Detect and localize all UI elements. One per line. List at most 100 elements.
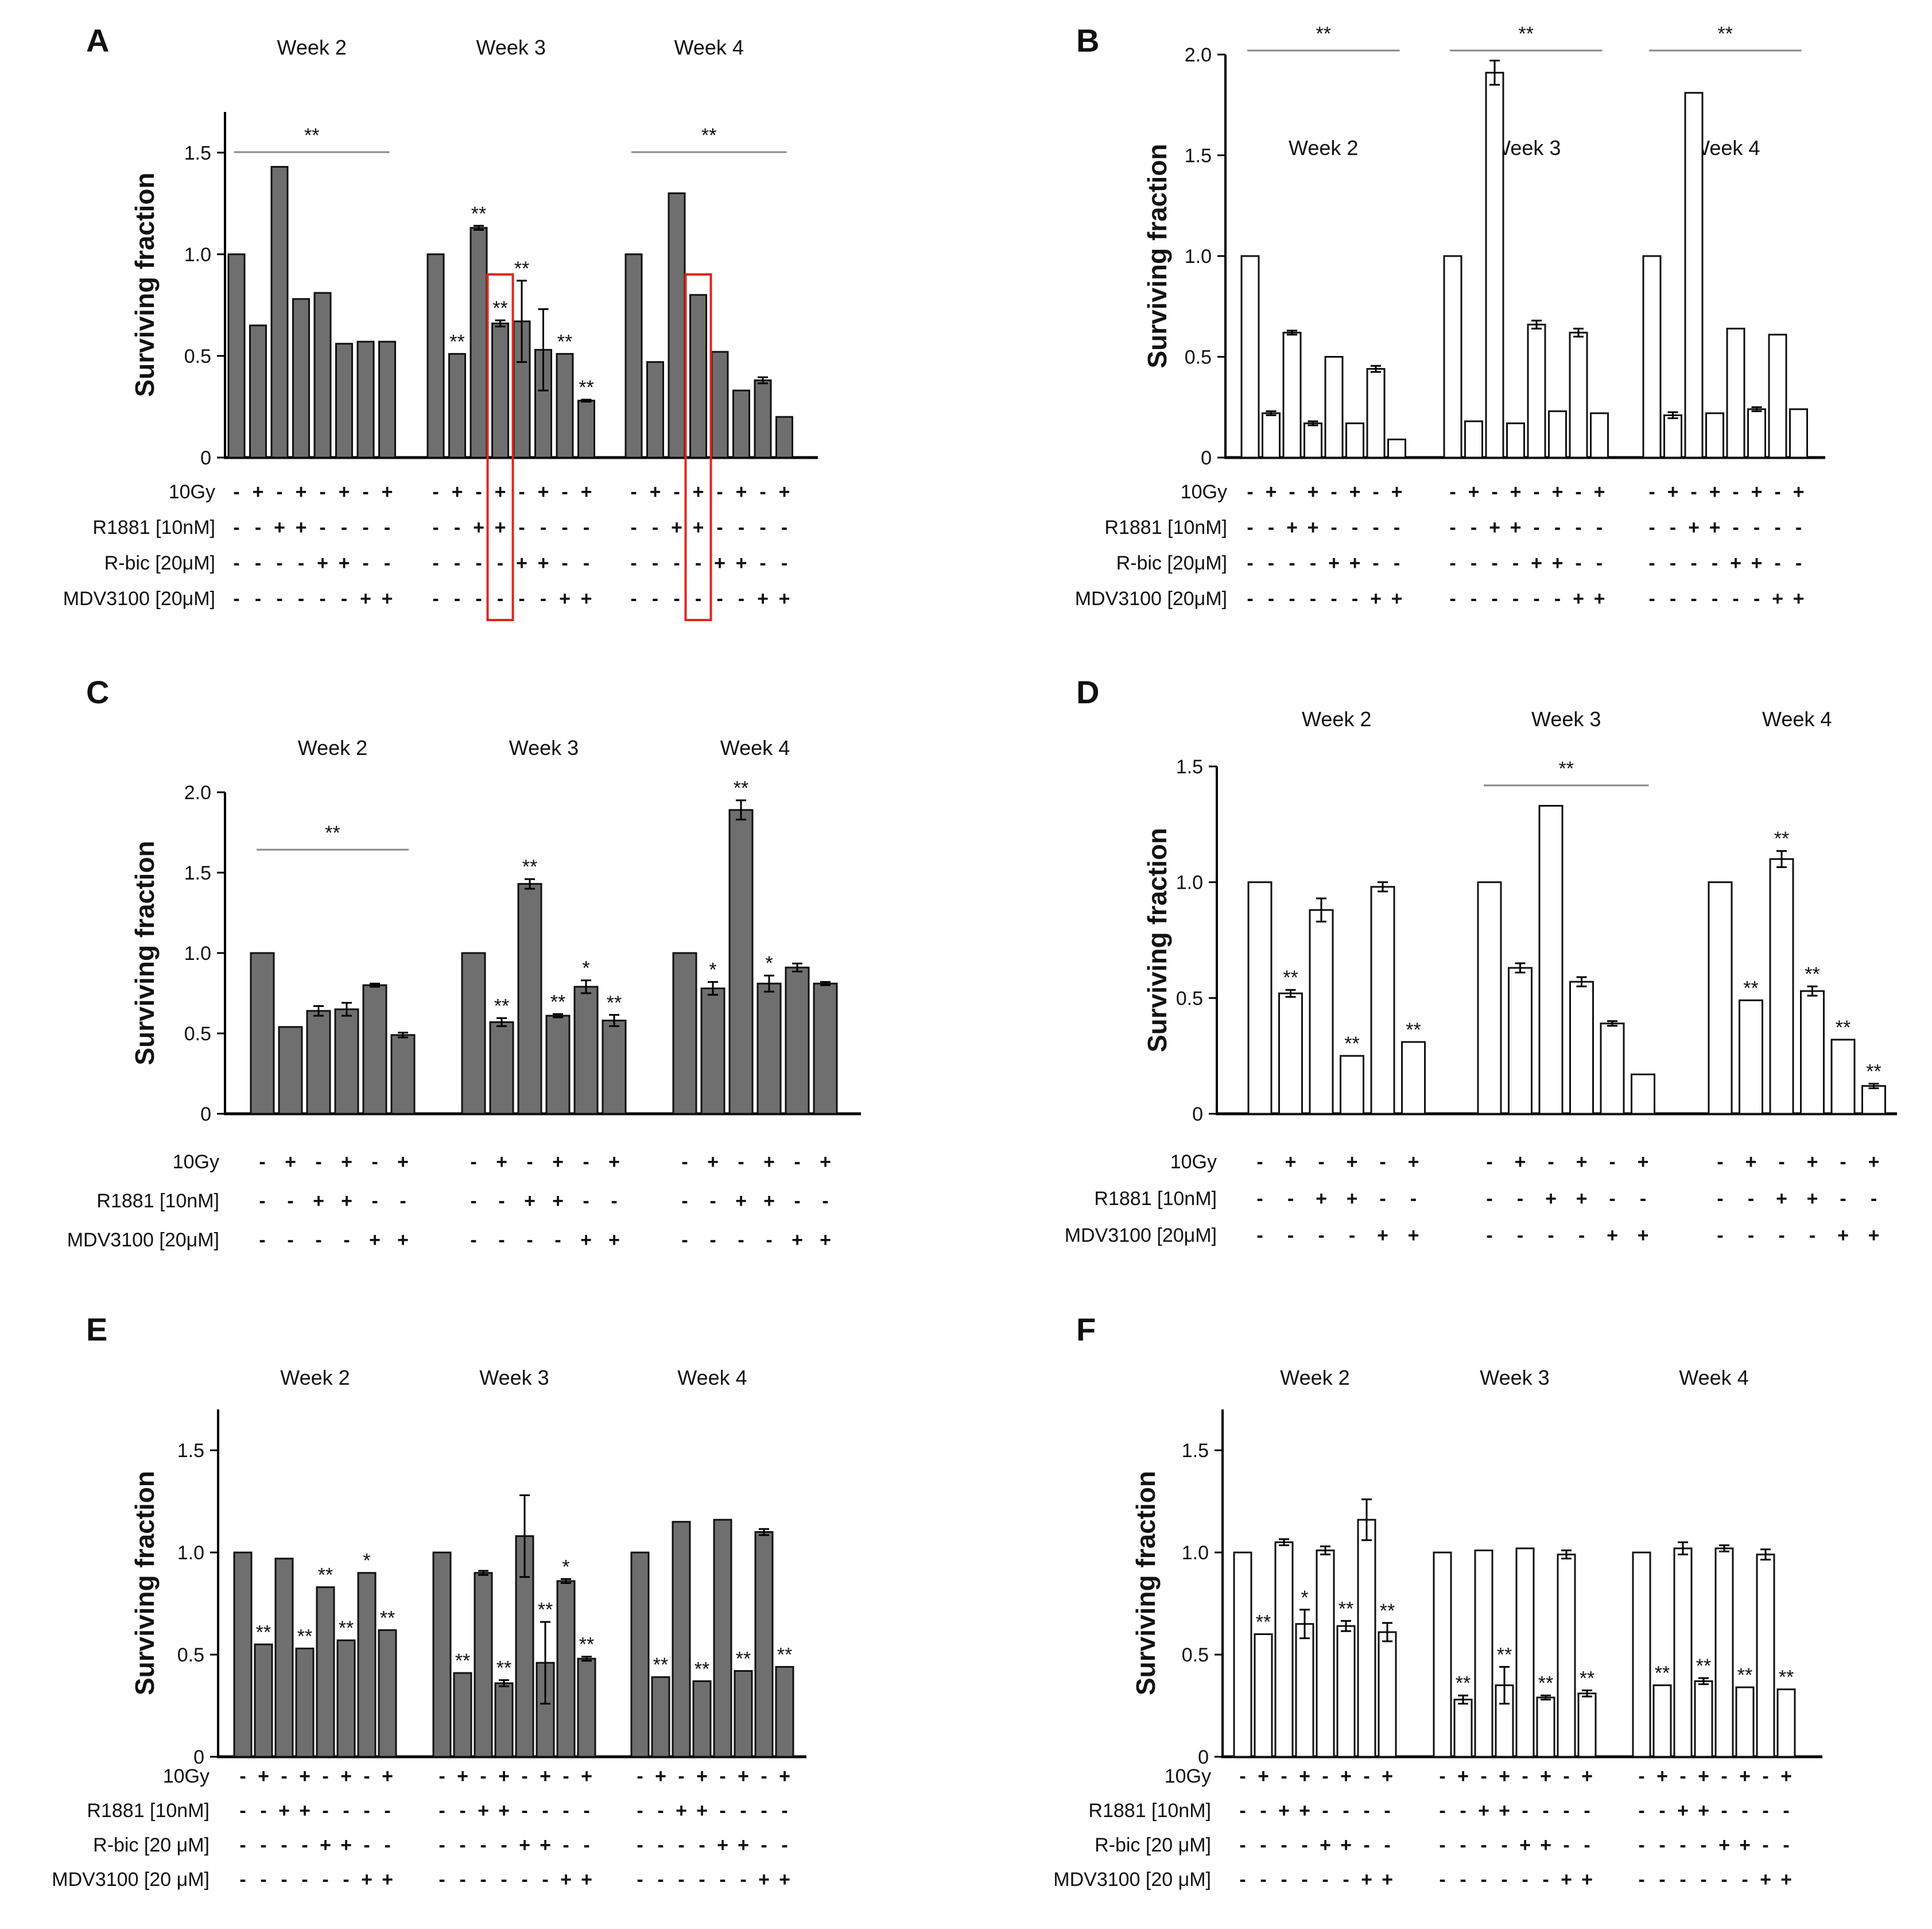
treatment-sign: - bbox=[678, 1834, 684, 1856]
treatment-sign: - bbox=[716, 517, 723, 539]
treatment-sign: - bbox=[1363, 1765, 1370, 1787]
treatment-sign: - bbox=[439, 1834, 445, 1856]
bar bbox=[453, 1672, 472, 1758]
week-label: Week 2 bbox=[280, 1366, 350, 1389]
treatment-sign: - bbox=[1778, 1151, 1784, 1173]
treatment-sign: - bbox=[630, 481, 637, 503]
treatment-sign: + bbox=[382, 1869, 393, 1891]
treatment-sign: - bbox=[363, 1834, 370, 1856]
bar bbox=[357, 1572, 377, 1758]
significance-label: ** bbox=[1559, 758, 1574, 780]
treatment-sign: - bbox=[583, 1190, 589, 1212]
bar bbox=[732, 389, 750, 459]
bar bbox=[1387, 438, 1406, 459]
treatment-sign: - bbox=[233, 552, 239, 574]
significance-label: ** bbox=[522, 856, 537, 878]
treatment-sign: + bbox=[317, 552, 328, 574]
treatment-label: R1881 [10nM] bbox=[1094, 1188, 1217, 1210]
treatment-sign: - bbox=[1460, 1800, 1466, 1822]
treatment-sign: - bbox=[1575, 552, 1581, 574]
treatment-sign: - bbox=[1287, 1188, 1294, 1210]
treatment-sign: - bbox=[1840, 1151, 1846, 1173]
treatment-sign: - bbox=[1638, 1800, 1644, 1822]
treatment-sign: - bbox=[1310, 552, 1316, 574]
treatment-sign: - bbox=[1762, 1765, 1768, 1787]
treatment-sign: - bbox=[315, 1151, 321, 1173]
bar bbox=[292, 298, 310, 459]
treatment-sign: - bbox=[1486, 1188, 1492, 1210]
treatment-sign: - bbox=[1287, 1225, 1294, 1246]
bar bbox=[545, 1014, 571, 1115]
bar bbox=[1485, 72, 1504, 459]
treatment-sign: - bbox=[1640, 1188, 1646, 1210]
bar bbox=[1443, 255, 1462, 459]
treatment-sign: + bbox=[1594, 481, 1605, 503]
treatment-sign: + bbox=[1320, 1834, 1331, 1856]
treatment-sign: - bbox=[343, 1229, 350, 1251]
treatment-sign: + bbox=[1760, 1869, 1771, 1891]
treatment-sign: + bbox=[498, 1800, 510, 1822]
treatment-sign: + bbox=[1545, 1188, 1557, 1210]
treatment-label: 10Gy bbox=[163, 1765, 210, 1787]
significance-label: ** bbox=[496, 1657, 511, 1679]
treatment-sign: - bbox=[709, 1229, 716, 1251]
treatment-sign: - bbox=[259, 1151, 265, 1173]
treatment-sign: - bbox=[673, 552, 680, 574]
bar bbox=[1474, 1550, 1493, 1758]
bar bbox=[668, 192, 686, 459]
bar bbox=[233, 1551, 253, 1758]
treatment-sign: - bbox=[470, 1190, 476, 1212]
treatment-sign: + bbox=[473, 517, 484, 539]
treatment-sign: - bbox=[630, 588, 637, 610]
treatment-sign: + bbox=[1573, 588, 1584, 610]
bar bbox=[775, 1665, 794, 1758]
week-label: Week 2 bbox=[277, 36, 347, 59]
treatment-sign: - bbox=[759, 481, 766, 503]
treatment-sign: + bbox=[1408, 1225, 1419, 1246]
bar bbox=[448, 353, 466, 459]
treatment-label: MDV3100 [20μM] bbox=[67, 1229, 219, 1251]
y-axis-label: Surviving fraction bbox=[1142, 828, 1172, 1052]
treatment-sign: + bbox=[1519, 1834, 1531, 1856]
significance-label: ** bbox=[777, 1644, 792, 1665]
treatment-sign: - bbox=[1721, 1765, 1727, 1787]
treatment-sign: - bbox=[1596, 517, 1603, 539]
treatment-sign: - bbox=[301, 1869, 308, 1891]
treatment-sign: + bbox=[1347, 1188, 1358, 1210]
panel-letter: A bbox=[86, 22, 109, 59]
treatment-sign: - bbox=[1363, 1834, 1370, 1856]
bar bbox=[278, 1026, 303, 1115]
treatment-sign: - bbox=[1638, 1834, 1644, 1856]
treatment-sign: + bbox=[1793, 588, 1805, 610]
treatment-sign: - bbox=[1809, 1225, 1815, 1246]
treatment-sign: - bbox=[239, 1869, 246, 1891]
bar bbox=[1694, 1680, 1713, 1758]
y-tick-label: 1.5 bbox=[184, 862, 211, 884]
treatment-sign: - bbox=[1247, 552, 1253, 574]
bar bbox=[313, 292, 332, 459]
bar bbox=[785, 966, 810, 1115]
treatment-sign: + bbox=[1299, 1800, 1310, 1822]
treatment-sign: - bbox=[1379, 1188, 1386, 1210]
treatment-sign: - bbox=[319, 517, 325, 539]
bar bbox=[254, 1643, 273, 1758]
treatment-sign: - bbox=[781, 1800, 787, 1822]
bar bbox=[689, 294, 707, 459]
y-tick-label: 1.0 bbox=[1182, 1542, 1209, 1564]
treatment-sign: - bbox=[1352, 517, 1358, 539]
significance-label: ** bbox=[1774, 828, 1789, 850]
treatment-sign: - bbox=[759, 517, 766, 539]
bar bbox=[651, 1676, 670, 1758]
bar bbox=[630, 1551, 650, 1758]
treatment-sign: - bbox=[371, 1190, 378, 1212]
treatment-sign: - bbox=[239, 1800, 246, 1822]
treatment-sign: + bbox=[763, 1190, 775, 1212]
bar bbox=[1316, 1550, 1335, 1758]
bar bbox=[1631, 1073, 1655, 1115]
treatment-sign: - bbox=[678, 1765, 684, 1787]
treatment-sign: + bbox=[1328, 552, 1340, 574]
week-label: Week 3 bbox=[476, 36, 546, 59]
treatment-sign: + bbox=[397, 1151, 409, 1173]
